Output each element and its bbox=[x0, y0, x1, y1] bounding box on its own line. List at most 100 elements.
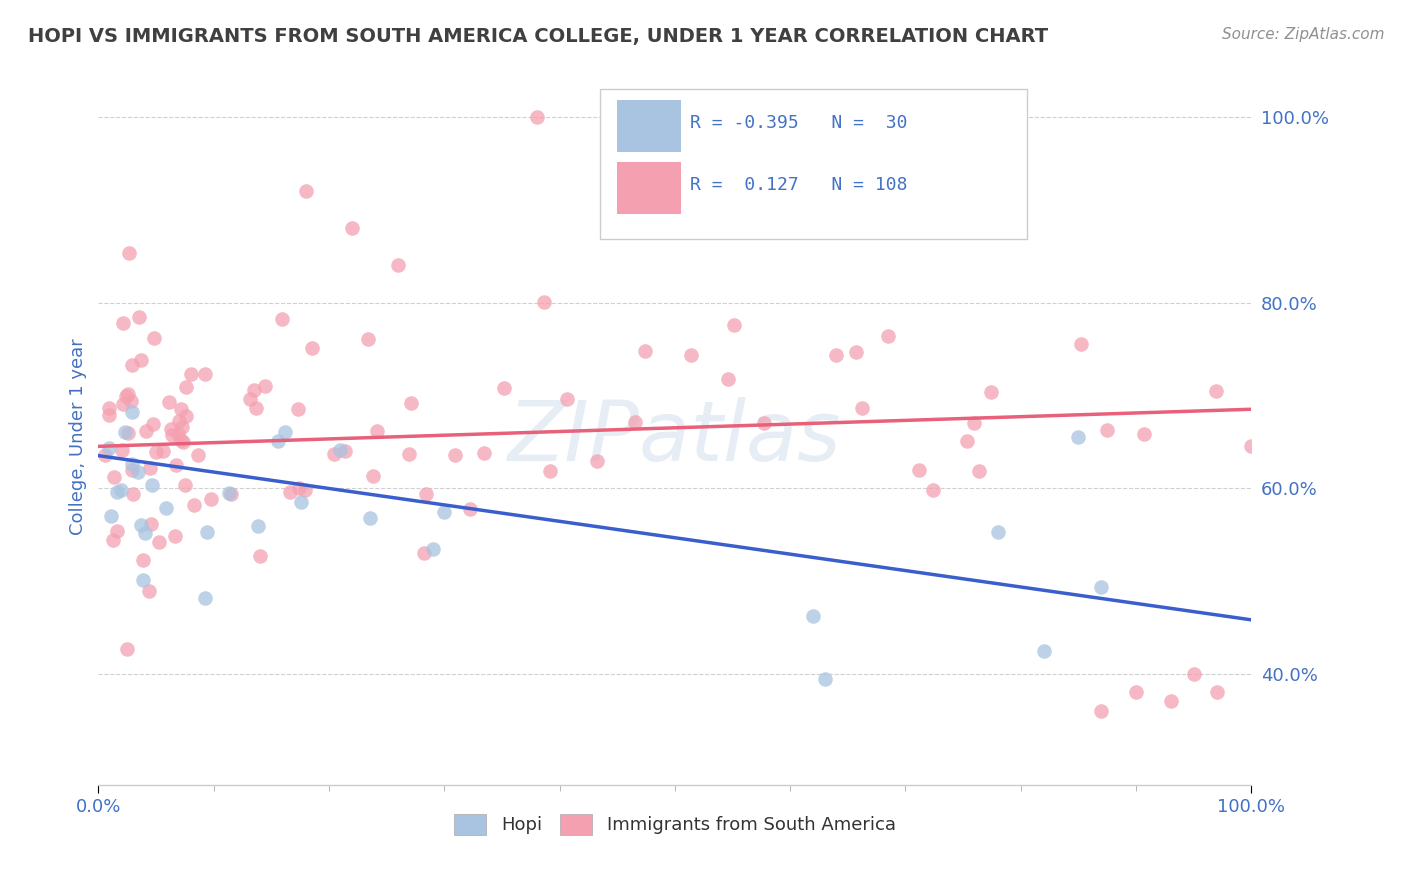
Point bbox=[433, 505, 456, 519]
Point bbox=[155, 500, 177, 515]
Text: R = -0.395   N =  30: R = -0.395 N = 30 bbox=[690, 113, 907, 132]
Point bbox=[526, 110, 548, 124]
Point bbox=[288, 482, 311, 496]
Point bbox=[121, 359, 143, 373]
Point bbox=[145, 445, 167, 459]
Point bbox=[538, 464, 561, 478]
Point bbox=[142, 417, 165, 431]
Point bbox=[956, 434, 979, 448]
Point bbox=[100, 509, 122, 524]
Point bbox=[294, 483, 316, 497]
Point bbox=[1090, 704, 1112, 718]
Point bbox=[105, 524, 128, 538]
Point bbox=[301, 341, 323, 355]
Point bbox=[218, 486, 240, 500]
Point bbox=[877, 329, 900, 343]
Point bbox=[139, 516, 162, 531]
Point bbox=[174, 380, 197, 394]
Point bbox=[1132, 426, 1154, 441]
Point bbox=[94, 448, 117, 462]
Point bbox=[134, 526, 156, 541]
Point bbox=[623, 415, 645, 429]
Point bbox=[254, 378, 277, 392]
Point bbox=[752, 416, 775, 430]
Point bbox=[359, 510, 381, 524]
Point bbox=[287, 402, 309, 417]
Point bbox=[278, 484, 301, 499]
Point bbox=[111, 443, 134, 458]
Point bbox=[129, 517, 152, 532]
Point bbox=[117, 425, 139, 440]
Point bbox=[399, 396, 422, 410]
Point bbox=[967, 464, 990, 478]
Text: HOPI VS IMMIGRANTS FROM SOUTH AMERICA COLLEGE, UNDER 1 YEAR CORRELATION CHART: HOPI VS IMMIGRANTS FROM SOUTH AMERICA CO… bbox=[28, 27, 1049, 45]
Point bbox=[801, 609, 824, 624]
Point bbox=[249, 549, 271, 563]
Point bbox=[127, 465, 149, 479]
Point bbox=[221, 487, 243, 501]
Point bbox=[103, 470, 125, 484]
Point bbox=[180, 368, 202, 382]
Point bbox=[142, 331, 165, 345]
Point bbox=[1090, 580, 1112, 594]
Point bbox=[1125, 685, 1147, 699]
Point bbox=[167, 414, 190, 428]
Point bbox=[586, 454, 609, 468]
Point bbox=[270, 311, 292, 326]
Point bbox=[121, 457, 143, 471]
Point bbox=[295, 184, 318, 198]
Point bbox=[340, 221, 363, 235]
Point bbox=[1032, 644, 1054, 658]
Point bbox=[444, 448, 467, 462]
Point bbox=[1240, 439, 1263, 453]
Point bbox=[398, 447, 420, 461]
Point bbox=[121, 405, 143, 419]
Point bbox=[323, 447, 346, 461]
Point bbox=[195, 524, 218, 539]
Point bbox=[1095, 423, 1118, 437]
Point bbox=[1205, 685, 1227, 699]
Point bbox=[118, 246, 141, 260]
Point bbox=[117, 387, 139, 401]
Point bbox=[357, 333, 380, 347]
FancyBboxPatch shape bbox=[617, 162, 681, 214]
Point bbox=[112, 316, 135, 330]
Point bbox=[172, 420, 194, 434]
Point bbox=[183, 499, 205, 513]
Point bbox=[101, 533, 124, 547]
Point bbox=[1160, 694, 1182, 708]
Point bbox=[115, 641, 138, 656]
Point bbox=[422, 542, 444, 557]
Point bbox=[128, 310, 150, 324]
Point bbox=[194, 367, 217, 381]
Legend: Hopi, Immigrants from South America: Hopi, Immigrants from South America bbox=[447, 806, 903, 842]
Point bbox=[129, 353, 152, 368]
Point bbox=[141, 478, 163, 492]
Point bbox=[242, 383, 264, 397]
Point bbox=[987, 524, 1010, 539]
Point bbox=[361, 469, 384, 483]
Point bbox=[533, 294, 555, 309]
Point bbox=[679, 348, 702, 362]
Point bbox=[111, 397, 134, 411]
Point bbox=[814, 672, 837, 686]
Point bbox=[963, 416, 986, 430]
Point bbox=[366, 424, 388, 438]
Point bbox=[138, 583, 160, 598]
Point bbox=[200, 492, 222, 507]
Point bbox=[845, 345, 868, 359]
Point bbox=[148, 535, 170, 549]
Point bbox=[135, 424, 157, 438]
Point bbox=[333, 443, 356, 458]
Point bbox=[160, 422, 183, 436]
Point bbox=[174, 409, 197, 423]
Point bbox=[634, 343, 657, 358]
Point bbox=[170, 401, 193, 416]
Point bbox=[110, 483, 132, 497]
Point bbox=[274, 425, 297, 439]
Point bbox=[172, 435, 194, 450]
Point bbox=[194, 591, 217, 606]
Text: R =  0.127   N = 108: R = 0.127 N = 108 bbox=[690, 177, 907, 194]
Text: Source: ZipAtlas.com: Source: ZipAtlas.com bbox=[1222, 27, 1385, 42]
Point bbox=[472, 446, 495, 460]
